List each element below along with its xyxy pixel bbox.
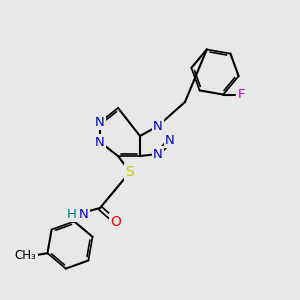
Text: F: F: [238, 88, 245, 101]
Text: N: N: [95, 116, 105, 128]
Text: N: N: [165, 134, 175, 146]
Text: N: N: [153, 119, 163, 133]
Text: N: N: [153, 148, 163, 160]
Text: H: H: [67, 208, 77, 220]
Text: CH₃: CH₃: [15, 249, 36, 262]
Text: N: N: [79, 208, 89, 220]
Text: O: O: [111, 215, 122, 229]
Text: N: N: [95, 136, 105, 148]
Text: S: S: [126, 165, 134, 179]
